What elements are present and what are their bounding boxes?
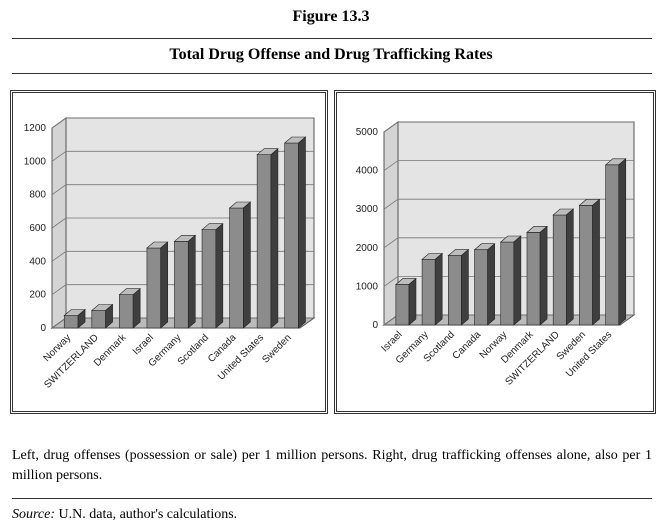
y-tick-label: 600 [29,223,46,234]
bar [552,214,567,326]
y-tick-label: 3000 [356,204,379,215]
bar [500,241,515,326]
y-tick-label: 200 [29,290,46,301]
source-label: Source: [12,507,56,522]
bar-side [77,308,86,329]
bar-side [298,136,306,329]
rule [12,73,652,74]
y-tick-label: 0 [40,323,46,334]
bar-side [487,243,495,326]
rule [12,498,652,499]
bar [256,154,272,329]
bar [174,241,189,329]
y-tick-label: 5000 [356,127,379,138]
caption: Left, drug offenses (possession or sale)… [12,448,652,483]
bar [146,247,162,329]
bar-side [215,223,224,329]
grid-line [51,117,314,129]
bar-side [618,158,627,326]
source: Source: U.N. data, author's calculations… [12,507,237,523]
bar-side [592,198,600,326]
y-tick-label: 1000 [356,281,379,292]
grid-line [51,184,314,195]
grid-line [383,198,634,210]
bar-side [461,248,469,326]
grid-line [383,121,634,133]
y-tick-label: 1000 [24,156,47,167]
bar-side [187,234,196,329]
bar [579,205,593,326]
bar-side [434,252,443,326]
y-tick-label: 400 [29,256,46,267]
bar-side [105,303,113,329]
bar [526,232,541,326]
x-tick-label: Israel [131,332,156,357]
bar [284,142,299,329]
x-tick-label: Scotland [176,332,211,367]
rule [12,38,652,39]
chart-frame [334,90,656,414]
bar [91,310,106,329]
bar [448,255,462,326]
bar [201,229,217,329]
bar-side [132,288,141,329]
bar-side [270,148,279,329]
bar [474,249,488,326]
y-tick-label: 4000 [356,166,379,177]
bar [63,315,79,329]
y-tick-label: 1200 [24,123,47,134]
charts: 020040060080010001200NorwaySWITZERLANDDe… [24,117,636,391]
x-tick-label: Sweden [260,332,293,365]
bar [605,164,620,326]
source-text: U.N. data, author's calculations. [58,507,238,522]
bar [395,284,410,326]
bar [421,259,436,326]
chart-frame [10,90,328,414]
grid-line [383,160,634,171]
y-tick-label: 0 [372,320,378,331]
bar-side [513,235,522,326]
bar [119,294,134,329]
heading: Total Drug Offense and Drug Trafficking … [169,46,493,63]
bar [229,207,244,329]
y-tick-label: 800 [29,190,46,201]
y-tick-label: 2000 [356,243,379,254]
grid-line [51,150,314,162]
bar-side [408,277,417,326]
bar-side [539,225,548,326]
bar-side [243,201,251,329]
bar-side [566,208,574,326]
x-tick-label: Canada [451,329,484,362]
bar-side [160,241,169,329]
figure-label: Figure 13.3 [292,8,370,25]
